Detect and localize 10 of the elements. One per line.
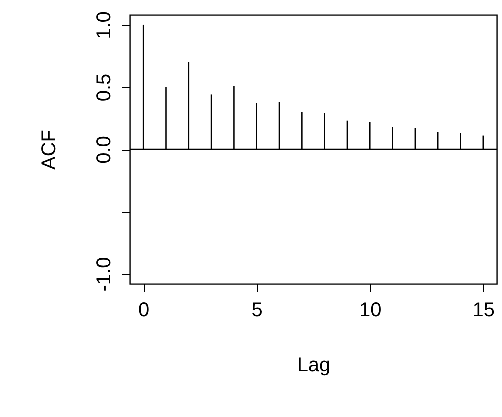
- y-axis-title: ACF: [38, 130, 60, 170]
- x-tick-label: 5: [252, 300, 263, 322]
- y-tick-label: 1.0: [94, 12, 116, 40]
- x-axis-title: Lag: [297, 354, 331, 376]
- x-tick-label: 15: [472, 300, 496, 322]
- x-tick-label: 0: [138, 300, 150, 322]
- y-tick-label: -1.0: [94, 257, 116, 292]
- y-tick-label: 0.5: [94, 74, 116, 102]
- x-tick-label: 10: [360, 300, 382, 322]
- y-tick-label: 0.0: [94, 136, 116, 164]
